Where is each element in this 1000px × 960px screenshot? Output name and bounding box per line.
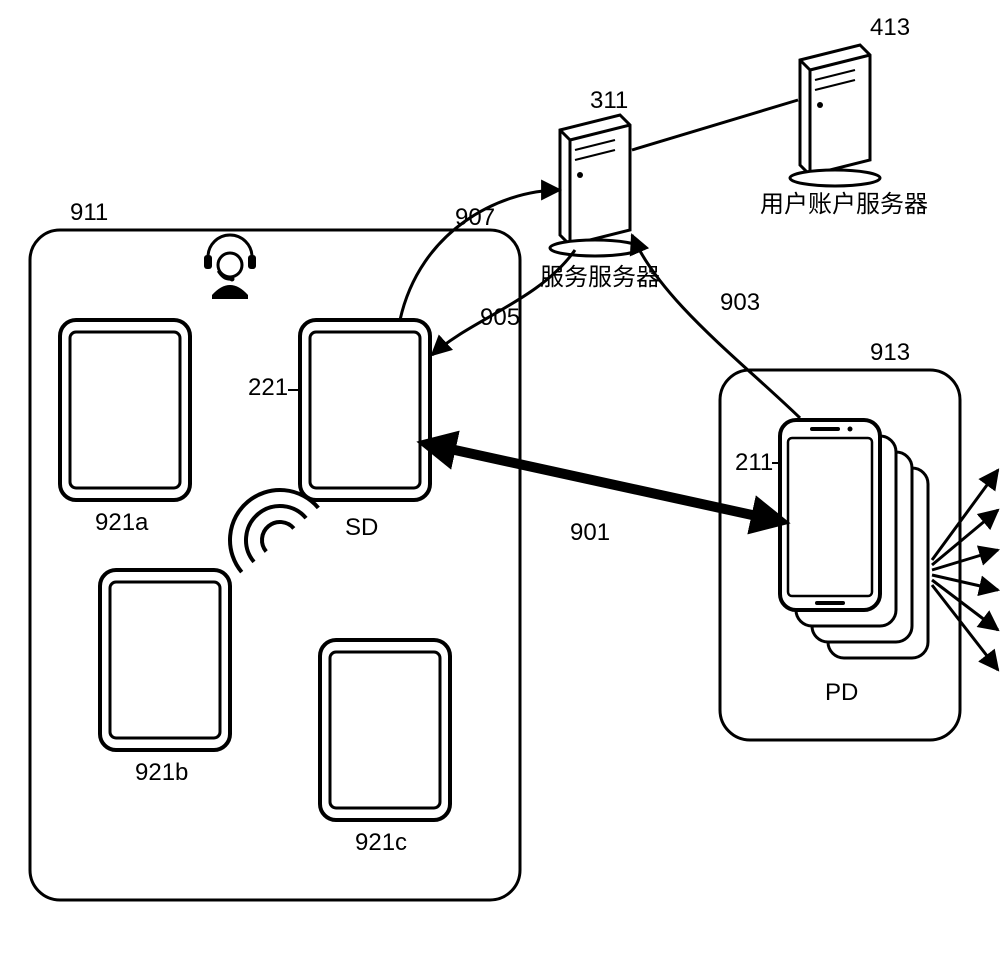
server-account-label: 用户账户服务器 bbox=[760, 191, 928, 218]
group-right-ref: 913 bbox=[870, 339, 910, 366]
server-service-ref: 311 bbox=[590, 87, 628, 114]
tablet-921c: 921c bbox=[320, 640, 450, 856]
server-link bbox=[632, 100, 798, 150]
tablet-sd-label: SD bbox=[345, 514, 378, 541]
phone-pd-stack: PD 211 bbox=[735, 420, 928, 706]
fanout-arrows bbox=[932, 470, 998, 670]
tablet-sd-ref: 221 bbox=[248, 374, 288, 401]
phone-pd-label: PD bbox=[825, 679, 858, 706]
server-account-ref: 413 bbox=[870, 14, 910, 41]
operator-icon bbox=[204, 235, 256, 299]
arrow-905-ref: 905 bbox=[480, 304, 520, 331]
server-account: 413 用户账户服务器 bbox=[760, 14, 928, 218]
tablet-921a: 921a bbox=[60, 320, 190, 536]
arrow-main bbox=[432, 445, 775, 520]
arrow-main-ref: 901 bbox=[570, 519, 610, 546]
tablet-921a-ref: 921a bbox=[95, 509, 149, 536]
arrow-903 bbox=[632, 235, 800, 418]
tablet-921b: 921b bbox=[100, 570, 230, 786]
diagram-root: 413 用户账户服务器 311 服务服务器 911 913 bbox=[0, 0, 1000, 960]
tablet-921b-ref: 921b bbox=[135, 759, 188, 786]
arrow-907-ref: 907 bbox=[455, 204, 495, 231]
group-left-ref: 911 bbox=[70, 199, 108, 226]
phone-pd-ref: 211 bbox=[735, 449, 773, 476]
arrow-903-ref: 903 bbox=[720, 289, 760, 316]
tablet-921c-ref: 921c bbox=[355, 829, 407, 856]
